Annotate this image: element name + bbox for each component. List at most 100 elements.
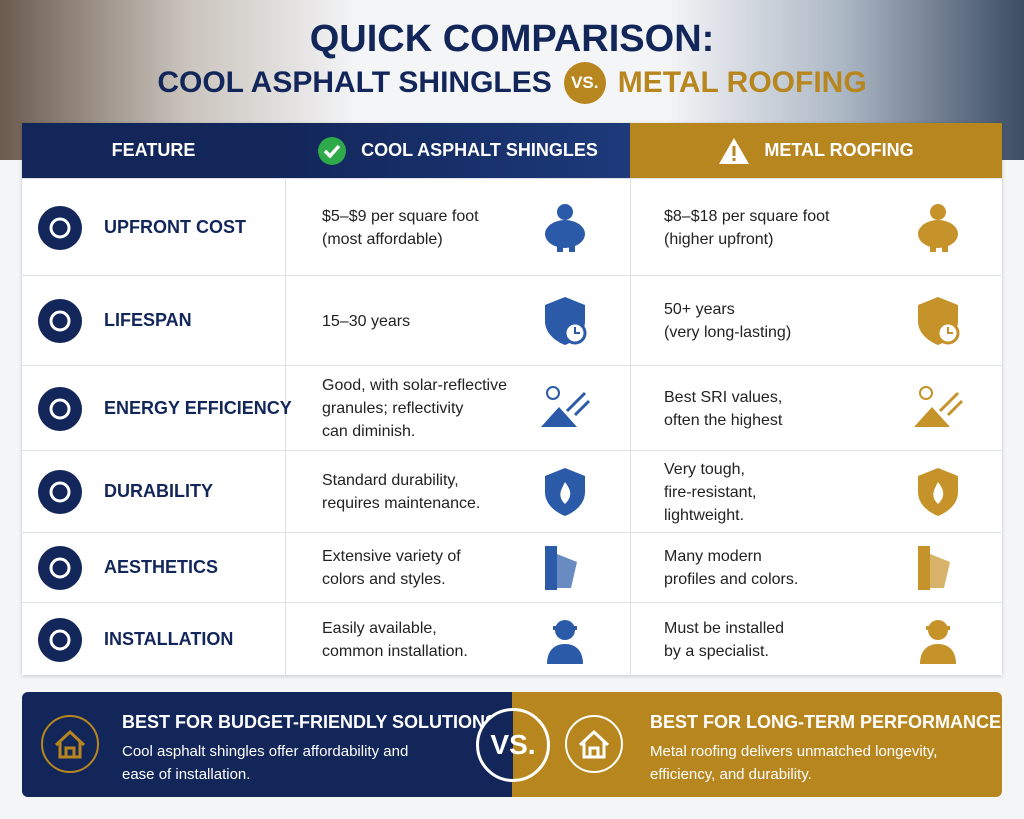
metal-cell: Best SRI values, often the highest	[664, 386, 782, 432]
metal-cell: 50+ years (very long-lasting)	[664, 298, 791, 344]
column-header: COOL ASPHALT SHINGLES	[285, 123, 630, 178]
column-divider	[630, 451, 631, 533]
text-line: Must be installed	[664, 619, 785, 637]
icon	[545, 468, 585, 516]
footer-left: BEST FOR BUDGET-FRIENDLY SOLUTIONS Cool …	[22, 692, 512, 797]
text-line: lightweight.	[664, 506, 745, 524]
column-divider	[285, 451, 286, 533]
column-divider	[285, 603, 286, 676]
text-line: (most affordable)	[322, 230, 443, 248]
house-icon	[565, 715, 623, 773]
column-divider	[630, 533, 631, 603]
text-line: 15–30 years	[322, 312, 411, 330]
feature-icon	[38, 470, 82, 514]
text-line: 50+ years	[664, 301, 735, 318]
icon	[918, 546, 950, 590]
text-line: ease of installation.	[122, 766, 251, 783]
metal-cell: $8–$18 per square foot (higher upfront)	[664, 205, 829, 251]
feature-label: LIFESPAN	[104, 310, 192, 330]
house-icon	[41, 715, 99, 773]
warning-icon	[719, 137, 750, 164]
icon	[541, 385, 591, 427]
feature-label: UPFRONT COST	[104, 216, 246, 237]
column-divider	[630, 366, 631, 451]
text-line: Cool asphalt shingles offer affordabilit…	[122, 743, 409, 760]
column-divider	[285, 179, 286, 276]
asphalt-cell: Good, with solar-reflective granules; ref…	[322, 374, 507, 443]
text-line: Many modern	[664, 548, 762, 565]
footer-text: Cool asphalt shingles offer affordabilit…	[122, 740, 408, 786]
table-row: UPFRONT COST $5–$9 per square foot (most a…	[22, 178, 1002, 276]
subtitle: COOL ASPHALT SHINGLES VS. METAL ROOFING	[0, 62, 1024, 104]
comparison-table: FEATURE COOL ASPHALT SHINGLES METAL ROOF…	[22, 123, 1002, 676]
feature-glyph	[49, 310, 71, 332]
text-line: Easily available,	[322, 619, 437, 637]
icon	[920, 619, 956, 664]
feature-icon	[38, 617, 82, 662]
metal-cell: Must be installed by a specialist.	[664, 617, 784, 663]
column-divider	[630, 603, 631, 676]
asphalt-cell: Extensive variety of colors and styles.	[322, 545, 461, 591]
column-divider	[630, 276, 631, 366]
column-divider	[630, 179, 631, 276]
feature-glyph	[49, 557, 71, 579]
column-divider	[285, 276, 286, 366]
feature-label: DURABILITY	[104, 481, 213, 501]
table-row: LIFESPAN 15–30 years 50+ years (very long-l…	[22, 275, 1002, 366]
table-row: INSTALLATION Easily available, common inst…	[22, 602, 1002, 676]
text-line: profiles and colors.	[664, 571, 799, 588]
vs-badge: VS.	[563, 62, 606, 104]
text-line: efficiency, and durability.	[650, 766, 812, 783]
feature-glyph	[49, 481, 71, 503]
icon	[545, 203, 585, 252]
text-line: $8–$18 per square foot	[664, 207, 830, 225]
text-line: (higher upfront)	[664, 230, 774, 248]
footer-text: Metal roofing delivers unmatched longevi…	[650, 740, 937, 786]
column-divider	[285, 533, 286, 603]
column-divider	[285, 366, 286, 451]
feature-icon	[38, 386, 82, 431]
feature-glyph	[49, 398, 71, 419]
text-line: $5–$9 per square foot	[322, 207, 479, 225]
icon	[545, 546, 577, 590]
text-line: Very tough,	[664, 460, 745, 478]
text-line: common installation.	[322, 642, 468, 660]
text-line: requires maintenance.	[322, 495, 481, 512]
text-line: Good, with solar-reflective	[322, 377, 507, 394]
feature-label: INSTALLATION	[104, 628, 234, 649]
asphalt-cell: $5–$9 per square foot (most affordable)	[322, 205, 479, 251]
icon	[918, 297, 960, 345]
feature-label: AESTHETICS	[104, 557, 219, 577]
column-title: METAL ROOFING	[764, 140, 914, 160]
asphalt-cell: Standard durability, requires maintenance…	[322, 469, 480, 515]
metal-cell: Many modern profiles and colors.	[664, 545, 798, 591]
text-line: fire-resistant,	[664, 483, 757, 501]
subtitle-left: COOL ASPHALT SHINGLES	[157, 66, 552, 99]
text-line: can diminish.	[322, 423, 416, 440]
subtitle-right: METAL ROOFING	[617, 66, 867, 99]
title: QUICK COMPARISON:	[309, 18, 715, 60]
icon	[547, 619, 583, 664]
icon	[918, 468, 958, 516]
feature-icon	[38, 299, 82, 343]
footer-right: BEST FOR LONG-TERM PERFORMANCE Metal roo…	[512, 692, 1002, 797]
table-row: AESTHETICS Extensive variety of colors and…	[22, 532, 1002, 603]
column-header: METAL ROOFING	[630, 123, 1002, 178]
feature-label: ENERGY EFFICIENCY	[104, 397, 292, 418]
feature-glyph	[49, 629, 71, 650]
feature-icon	[38, 546, 82, 590]
vs-badge: VS.	[476, 708, 550, 782]
table-row: DURABILITY Standard durability, requires m…	[22, 450, 1002, 533]
text-line: Standard durability,	[322, 472, 459, 489]
metal-cell: Very tough, fire-resistant, lightweight.	[664, 458, 756, 527]
text-line: (very long-lasting)	[664, 324, 792, 341]
asphalt-cell: Easily available, common installation.	[322, 617, 468, 663]
text-line: Best SRI values,	[664, 388, 783, 406]
table-row: ENERGY EFFICIENCY Good, with solar-reflec…	[22, 365, 1002, 451]
icon	[545, 297, 587, 345]
asphalt-cell: 15–30 years	[322, 310, 410, 333]
text-line: Extensive variety of	[322, 548, 461, 565]
text-line: colors and styles.	[322, 571, 446, 588]
footer-title: BEST FOR BUDGET-FRIENDLY SOLUTIONS	[122, 712, 498, 732]
